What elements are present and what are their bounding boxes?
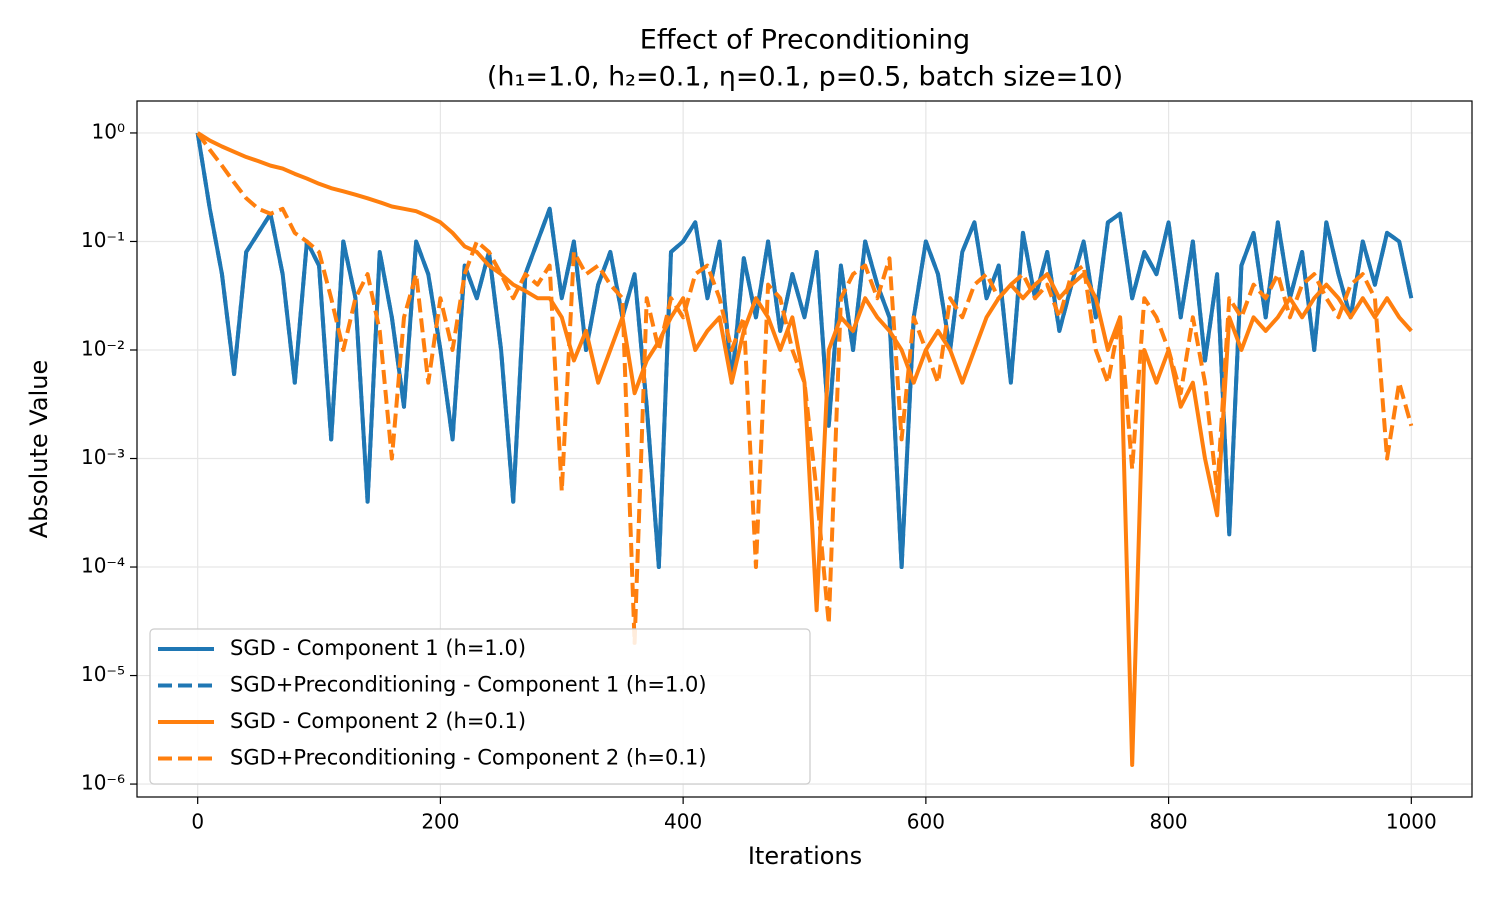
legend-label: SGD+Preconditioning - Component 1 (h=1.0… — [230, 673, 707, 697]
ticks: 0 200 400 600 800 1000 10⁰ 10⁻¹ 10⁻² 10⁻³ 10⁻⁴ 10⁻⁵… — [81, 119, 1437, 833]
y-axis-label: Absolute Value — [25, 360, 53, 538]
legend: SGD - Component 1 (h=1.0) SGD+Preconditio… — [149, 628, 811, 785]
chart-subtitle: (h₁=1.0, h₂=0.1, η=0.1, p=0.5, batch siz… — [487, 62, 1123, 93]
y-tick-label: 10⁰ — [92, 119, 125, 143]
x-tick-label: 1000 — [1386, 810, 1437, 834]
plot-frame — [136, 100, 1473, 798]
x-tick-label: 0 — [191, 810, 204, 834]
series-line — [196, 131, 1413, 767]
y-tick-label: 10⁻² — [81, 336, 125, 360]
legend-box — [149, 628, 811, 785]
x-tick-label: 200 — [421, 810, 459, 834]
y-tick-label: 10⁻⁵ — [81, 662, 125, 686]
series-line — [196, 131, 1414, 645]
legend-label: SGD+Preconditioning - Component 2 (h=0.1… — [230, 746, 707, 770]
x-tick-label: 400 — [664, 810, 702, 834]
plot-lines — [195, 131, 1414, 767]
legend-label: SGD - Component 2 (h=0.1) — [230, 709, 526, 733]
y-tick-label: 10⁻⁶ — [81, 771, 125, 795]
x-tick-label: 600 — [907, 810, 945, 834]
y-tick-label: 10⁻¹ — [81, 228, 125, 252]
x-axis-label: Iterations — [748, 842, 862, 870]
chart-title: Effect of Preconditioning — [640, 25, 970, 56]
x-tick-label: 800 — [1149, 810, 1187, 834]
y-tick-label: 10⁻³ — [81, 445, 125, 469]
legend-label: SGD - Component 1 (h=1.0) — [230, 636, 526, 660]
y-tick-label: 10⁻⁴ — [81, 554, 125, 578]
